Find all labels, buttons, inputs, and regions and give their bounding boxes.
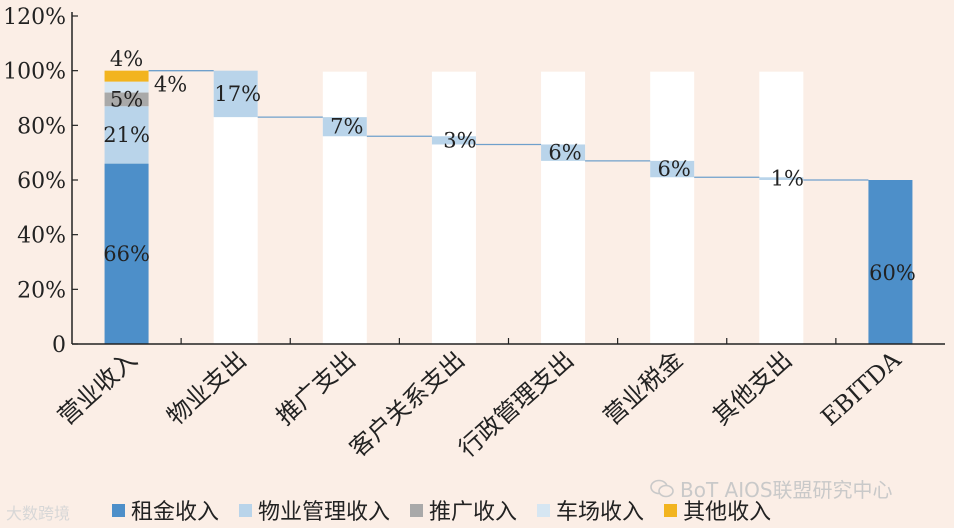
- category-label: 营业税金: [598, 346, 688, 431]
- legend-label: 租金收入: [131, 500, 220, 525]
- category-label: 行政管理支出: [453, 346, 579, 463]
- revenue-segment: [104, 70, 149, 82]
- legend-swatch: [239, 503, 253, 517]
- legend-label: 车场收入: [556, 500, 645, 525]
- data-label: 17%: [214, 82, 261, 106]
- legend-swatch: [410, 503, 424, 517]
- data-label: 7%: [330, 115, 363, 139]
- data-label: 6%: [658, 157, 691, 181]
- category-label: 客户关系支出: [344, 346, 470, 463]
- chart-legend: 租金收入 物业管理收入 推广收入 车场收入 其他收入: [112, 494, 791, 526]
- legend-swatch: [112, 503, 125, 517]
- category-label: 其他支出: [707, 346, 797, 431]
- category-label: 物业支出: [162, 346, 252, 431]
- legend-label: 推广收入: [429, 500, 518, 525]
- legend-label: 物业管理收入: [258, 500, 391, 525]
- watermark-right: BoT AIOS联盟研究中心: [650, 474, 893, 503]
- legend-item: 物业管理收入: [239, 494, 390, 526]
- revenue-segment: [104, 106, 149, 164]
- y-tick-label: 60%: [17, 169, 66, 194]
- data-label: 66%: [103, 242, 150, 266]
- watermark-right-text: BoT AIOS联盟研究中心: [680, 478, 893, 502]
- data-label: 3%: [443, 128, 476, 152]
- column-background: [759, 71, 804, 345]
- revenue-segment: [104, 81, 149, 93]
- data-label: 6%: [548, 141, 581, 165]
- y-tick-label: 100%: [3, 60, 66, 85]
- data-label: 60%: [869, 261, 916, 285]
- column-background: [650, 71, 695, 345]
- column-background: [431, 71, 476, 345]
- wechat-icon: [650, 479, 674, 499]
- category-label: 营业收入: [52, 346, 142, 431]
- revenue-segment: [104, 92, 149, 107]
- legend-item: 推广收入: [410, 494, 517, 526]
- expense-bar: [431, 136, 476, 145]
- column-background: [541, 71, 586, 345]
- y-tick-label: 120%: [3, 5, 66, 30]
- expense-bar: [541, 144, 586, 161]
- data-label: 5%: [110, 87, 143, 111]
- data-label: 4%: [110, 47, 143, 71]
- watermark-left-text: 大数跨境: [6, 504, 71, 523]
- expense-bar: [650, 160, 695, 178]
- result-bar: [868, 180, 913, 344]
- legend-label: 其他收入: [683, 500, 772, 525]
- expense-bar: [759, 177, 804, 180]
- y-tick-label: 80%: [17, 114, 66, 139]
- revenue-segment: [104, 163, 149, 344]
- data-label: 21%: [103, 123, 150, 147]
- column-background: [322, 71, 367, 345]
- legend-item: 车场收入: [537, 494, 644, 526]
- watermark-left: 大数跨境: [6, 500, 70, 524]
- y-tick-label: 20%: [17, 278, 66, 303]
- y-tick-label: 0: [52, 333, 66, 358]
- y-tick-label: 40%: [17, 224, 66, 249]
- expense-bar: [322, 117, 367, 137]
- legend-swatch: [537, 503, 551, 517]
- data-label: 4%: [154, 72, 187, 96]
- expense-bar: [213, 70, 258, 118]
- legend-item: 租金收入: [112, 494, 219, 526]
- category-label: 推广支出: [271, 346, 361, 431]
- legend-item: 其他收入: [664, 494, 771, 526]
- legend-swatch: [664, 503, 678, 517]
- category-label: EBITDA: [815, 345, 906, 431]
- data-label: 1%: [771, 167, 804, 191]
